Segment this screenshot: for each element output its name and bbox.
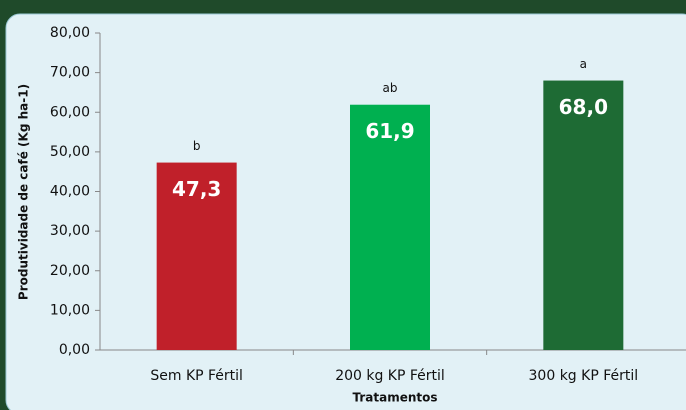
annotation: a: [580, 57, 587, 71]
y-axis-label: Produtividade de café (Kg ha-1): [17, 84, 31, 300]
value-label: 61,9: [365, 119, 414, 143]
y-tick-label: 40,00: [50, 184, 90, 200]
annotation: b: [193, 139, 201, 153]
value-label: 47,3: [172, 177, 221, 201]
x-tick-label: 300 kg KP Fértil: [529, 368, 639, 384]
y-tick-label: 60,00: [50, 104, 90, 120]
x-tick-label: Sem KP Fértil: [150, 368, 243, 384]
y-tick-label: 10,00: [50, 302, 90, 318]
x-tick-label: 200 kg KP Fértil: [335, 368, 445, 384]
y-tick-label: 80,00: [50, 25, 90, 41]
bar: [350, 104, 430, 350]
y-tick-label: 30,00: [50, 223, 90, 239]
y-tick-label: 0,00: [59, 342, 90, 358]
y-tick-label: 50,00: [50, 144, 90, 160]
x-axis-label: Tratamentos: [352, 391, 437, 405]
y-tick-label: 20,00: [50, 263, 90, 279]
annotation: ab: [383, 81, 398, 95]
value-label: 68,0: [559, 95, 608, 119]
bar: [543, 80, 624, 351]
y-tick-label: 70,00: [50, 65, 90, 81]
bar: [156, 162, 237, 350]
